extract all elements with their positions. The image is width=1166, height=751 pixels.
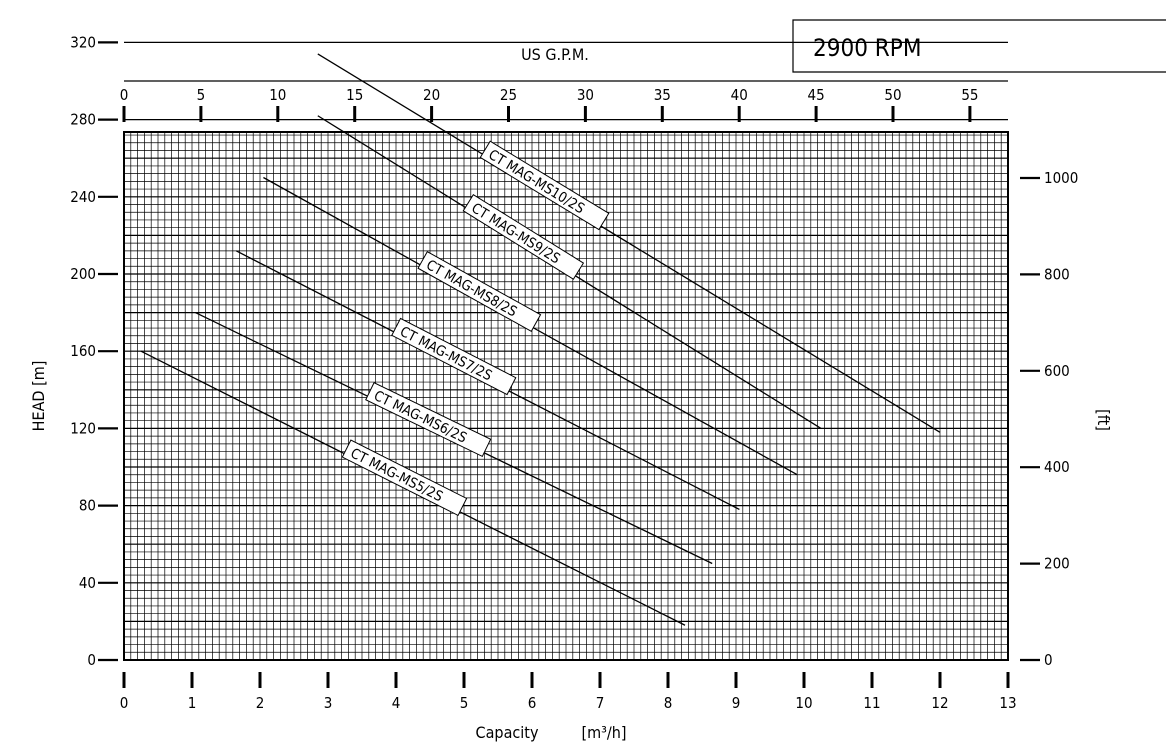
y-tick-label: 80: [79, 497, 96, 515]
gpm-tick-label: 10: [269, 86, 286, 104]
curve-label-box: [391, 317, 517, 396]
right-axis-title: [ft]: [1094, 409, 1113, 431]
curve-line: [317, 53, 941, 433]
curve-label-group: CT MAG-MS6/2S: [365, 381, 492, 458]
ft-tick-label: 600: [1044, 362, 1070, 380]
rpm-label: 2900 RPM: [813, 34, 921, 62]
curve-label-box: [365, 381, 492, 458]
top-axis-title: US G.P.M.: [521, 45, 589, 64]
x-tick-label: 10: [795, 694, 812, 712]
x-tick-label: 7: [596, 694, 605, 712]
grid-major-lines: [124, 41, 1008, 622]
gpm-tick-label: 0: [120, 86, 129, 104]
ft-tick-label: 200: [1044, 555, 1070, 573]
plot-frame: [123, 131, 1009, 661]
curve-label-group: CT MAG-MS7/2S: [391, 317, 517, 396]
gpm-tick-label: 45: [808, 86, 825, 104]
curve-label: CT MAG-MS9/2S: [468, 200, 562, 267]
y-tick-label: 240: [70, 188, 96, 206]
x-tick-label: 13: [999, 694, 1016, 712]
x-axis-title: Capacity: [476, 723, 539, 742]
x-tick-label: 3: [324, 694, 333, 712]
ft-tick-label: 1000: [1044, 169, 1078, 187]
y-tick-label: 120: [70, 419, 96, 437]
x-tick-label: 11: [863, 694, 880, 712]
curve-label: CT MAG-MS7/2S: [397, 324, 494, 384]
x-tick-label: 4: [392, 694, 401, 712]
y-tick-label: 0: [87, 651, 96, 669]
axes: 0 1 2 3 4 5 6 7 8 9 10 11 12 130408012016020024028032…: [70, 33, 1078, 712]
gpm-tick-label: 5: [197, 86, 206, 104]
gpm-tick-label: 30: [577, 86, 594, 104]
y-tick-label: 320: [70, 33, 96, 51]
y-tick-label: 160: [70, 342, 96, 360]
plot-grid: [123, 41, 1009, 661]
x-tick-label: 6: [528, 694, 537, 712]
curve-label-box: [462, 193, 585, 280]
x-tick-label: 0: [120, 694, 129, 712]
rpm-box: 2900 RPM: [792, 19, 1166, 73]
curve-label: CT MAG-MS10/2S: [485, 147, 587, 217]
ft-tick-label: 400: [1044, 458, 1070, 476]
y-tick-label: 40: [79, 574, 96, 592]
curve-label-box: [341, 439, 468, 517]
x-tick-label: 12: [931, 694, 948, 712]
x-tick-label: 9: [732, 694, 741, 712]
gpm-tick-label: 50: [884, 86, 901, 104]
x-axis-unit: [m³/h]: [582, 723, 627, 742]
gpm-tick-label: 40: [731, 86, 748, 104]
x-tick-label: 1: [188, 694, 197, 712]
x-tick-label: 2: [256, 694, 265, 712]
curve-label-box: [479, 140, 610, 231]
y-axis-title: HEAD [m]: [29, 361, 48, 432]
curve-label: CT MAG-MS6/2S: [371, 388, 469, 447]
gpm-tick-label: 20: [423, 86, 440, 104]
grid-lines: [123, 132, 1009, 661]
y-tick-label: 200: [70, 265, 96, 283]
y-tick-label: 280: [70, 111, 96, 129]
gpm-tick-label: 25: [500, 86, 517, 104]
gpm-tick-label: 55: [961, 86, 978, 104]
curve-label-group: CT MAG-MS8/2S: [417, 250, 542, 332]
x-tick-label: 8: [664, 694, 673, 712]
x-tick-label: 5: [460, 694, 469, 712]
gpm-tick-label: 15: [346, 86, 363, 104]
gpm-tick-label: 35: [654, 86, 671, 104]
ft-tick-label: 800: [1044, 265, 1070, 283]
curve-label-box: [417, 250, 542, 332]
ft-tick-label: 0: [1044, 651, 1053, 669]
